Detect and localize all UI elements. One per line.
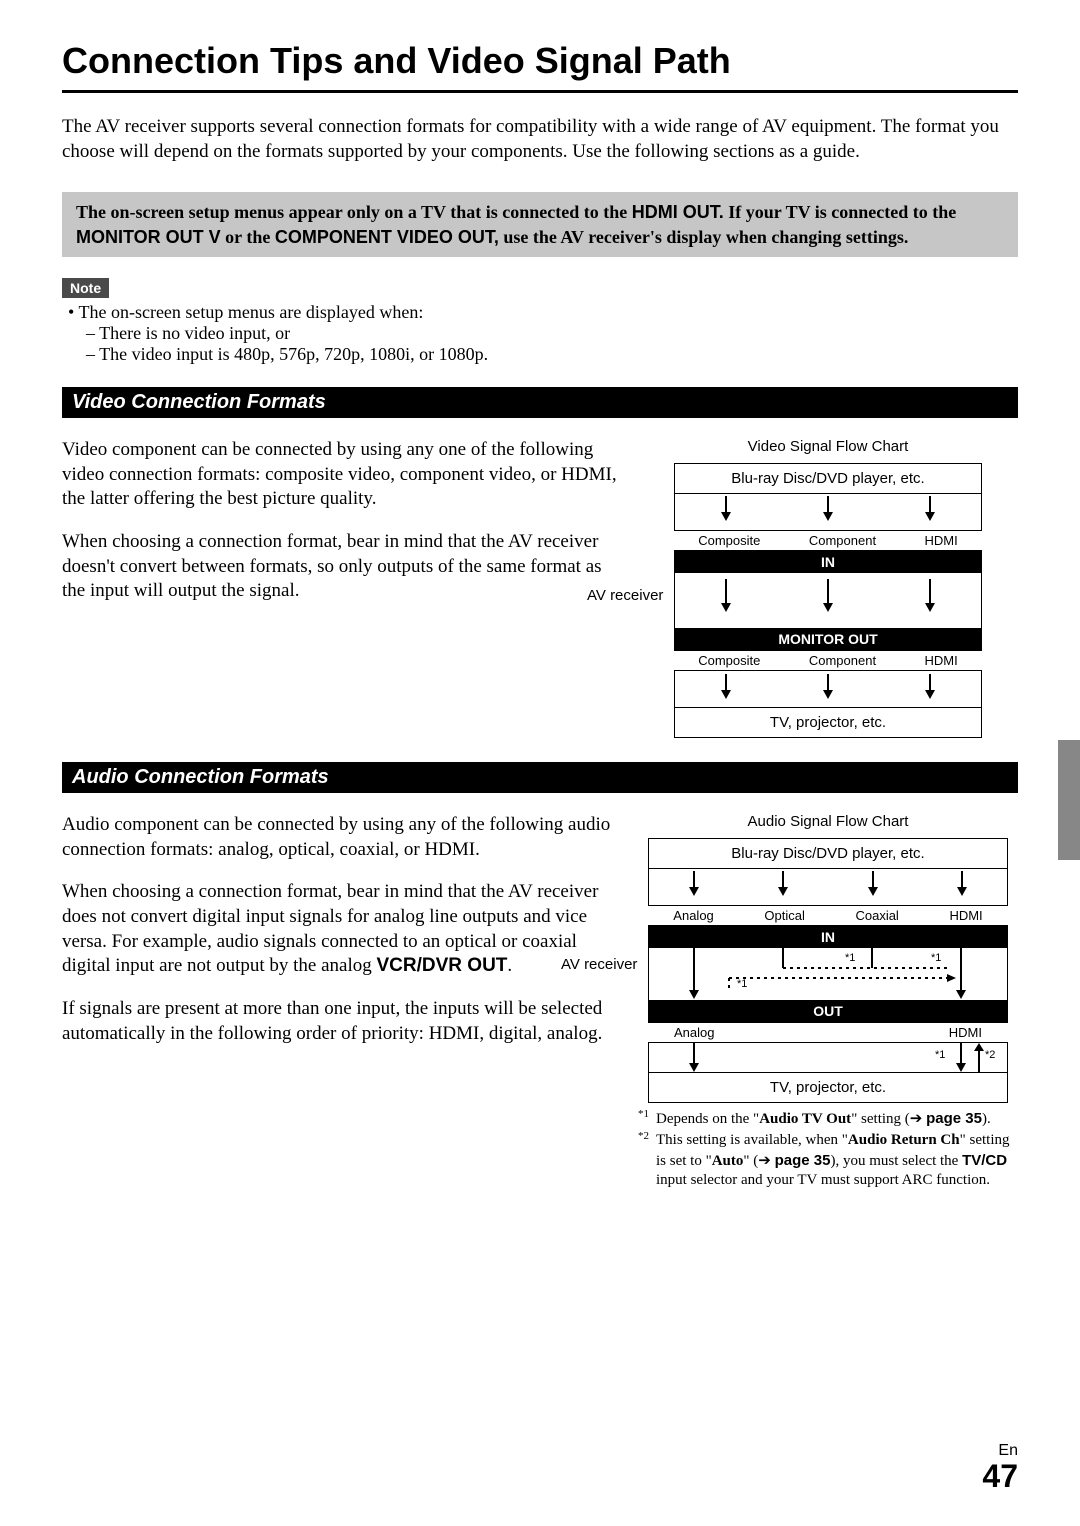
video-dest-box: TV, projector, etc. xyxy=(674,707,982,738)
callout-t4: the xyxy=(932,202,956,222)
audio-section-header: Audio Connection Formats xyxy=(62,762,1018,793)
callout-t6: or the xyxy=(221,227,275,247)
video-source-box: Blu-ray Disc/DVD player, etc. xyxy=(674,463,982,494)
label-hdmi3: HDMI xyxy=(949,908,982,923)
fn2-mark: *2 xyxy=(638,1129,656,1189)
star2: *2 xyxy=(985,1049,995,1061)
footnotes: *1 Depends on the "Audio TV Out" setting… xyxy=(638,1109,1018,1191)
label-coaxial: Coaxial xyxy=(855,908,898,923)
star1b: *1 xyxy=(845,952,855,964)
video-chart-title: Video Signal Flow Chart xyxy=(638,438,1018,455)
arrow-down-icon xyxy=(719,579,733,618)
callout-t7: COMPONENT VIDEO OUT, xyxy=(275,227,499,247)
arrow-down-icon xyxy=(866,871,880,902)
video-out-bar: MONITOR OUT xyxy=(675,628,981,650)
note-dash2: – The video input is 480p, 576p, 720p, 1… xyxy=(86,344,1018,365)
arrow-down-icon xyxy=(821,674,835,705)
label-component: Component xyxy=(809,533,876,548)
star1c: *1 xyxy=(931,952,941,964)
label-component2: Component xyxy=(809,653,876,668)
av-receiver-label2: AV receiver xyxy=(561,956,637,973)
audio-p3: If signals are present at more than one … xyxy=(62,997,624,1046)
audio-flow-diagram xyxy=(649,948,1007,1000)
arrow-down-icon xyxy=(955,871,969,902)
audio-chart: Audio Signal Flow Chart Blu-ray Disc/DVD… xyxy=(638,813,1018,1193)
page-footer: En 47 xyxy=(982,1442,1018,1492)
intro-text: The AV receiver supports several connect… xyxy=(62,115,1018,164)
audio-text: Audio component can be connected by usin… xyxy=(62,813,624,1193)
label-composite2: Composite xyxy=(698,653,760,668)
callout-t1: The on-screen setup menus appear only on… xyxy=(76,202,632,222)
arrow-down-icon xyxy=(776,871,790,902)
note-badge: Note xyxy=(62,278,109,298)
audio-out-bar: OUT xyxy=(649,1000,1007,1022)
callout-t5: MONITOR OUT V xyxy=(76,227,221,247)
callout-t2: HDMI OUT. xyxy=(632,202,724,222)
label-analog2: Analog xyxy=(674,1025,714,1040)
callout-box: The on-screen setup menus appear only on… xyxy=(62,192,1018,257)
callout-t8: use the AV receiver's display when chang… xyxy=(499,227,909,247)
video-section-header: Video Connection Formats xyxy=(62,387,1018,418)
video-in-bar: IN xyxy=(675,551,981,573)
audio-source-box: Blu-ray Disc/DVD player, etc. xyxy=(648,838,1008,869)
star1a: *1 xyxy=(737,978,747,990)
label-hdmi: HDMI xyxy=(925,533,958,548)
video-text: Video component can be connected by usin… xyxy=(62,438,624,738)
label-hdmi4: HDMI xyxy=(949,1025,982,1040)
note-dash1: – There is no video input, or xyxy=(86,323,1018,344)
audio-out-arrows xyxy=(649,1043,1007,1073)
label-analog: Analog xyxy=(673,908,713,923)
video-chart: Video Signal Flow Chart Blu-ray Disc/DVD… xyxy=(638,438,1018,738)
label-optical: Optical xyxy=(764,908,804,923)
fn1-mark: *1 xyxy=(638,1107,656,1128)
video-p1: Video component can be connected by usin… xyxy=(62,438,624,512)
arrow-down-icon xyxy=(923,496,937,527)
note-bullet: • The on-screen setup menus are displaye… xyxy=(68,302,1018,323)
fn1-text: Depends on the "Audio TV Out" setting (➔… xyxy=(656,1109,991,1130)
arrow-down-icon xyxy=(719,496,733,527)
label-composite: Composite xyxy=(698,533,760,548)
audio-in-bar: IN xyxy=(649,926,1007,948)
note-list: • The on-screen setup menus are displaye… xyxy=(62,302,1018,365)
callout-t3: If your TV is connected to xyxy=(724,202,933,222)
label-hdmi2: HDMI xyxy=(925,653,958,668)
star1d: *1 xyxy=(935,1049,945,1061)
av-receiver-label: AV receiver xyxy=(587,587,663,604)
arrow-down-icon xyxy=(821,496,835,527)
side-tab xyxy=(1058,740,1080,860)
audio-p2: When choosing a connection format, bear … xyxy=(62,880,624,979)
audio-dest-box: TV, projector, etc. xyxy=(648,1072,1008,1103)
arrow-down-icon xyxy=(923,674,937,705)
arrow-down-icon xyxy=(687,871,701,902)
arrow-down-icon xyxy=(821,579,835,618)
audio-chart-title: Audio Signal Flow Chart xyxy=(638,813,1018,830)
arrow-down-icon xyxy=(923,579,937,618)
audio-p1: Audio component can be connected by usin… xyxy=(62,813,624,862)
arrow-down-icon xyxy=(719,674,733,705)
page-title: Connection Tips and Video Signal Path xyxy=(62,40,1018,93)
video-p2: When choosing a connection format, bear … xyxy=(62,530,624,604)
footer-page: 47 xyxy=(982,1460,1018,1492)
fn2-text: This setting is available, when "Audio R… xyxy=(656,1131,1018,1191)
